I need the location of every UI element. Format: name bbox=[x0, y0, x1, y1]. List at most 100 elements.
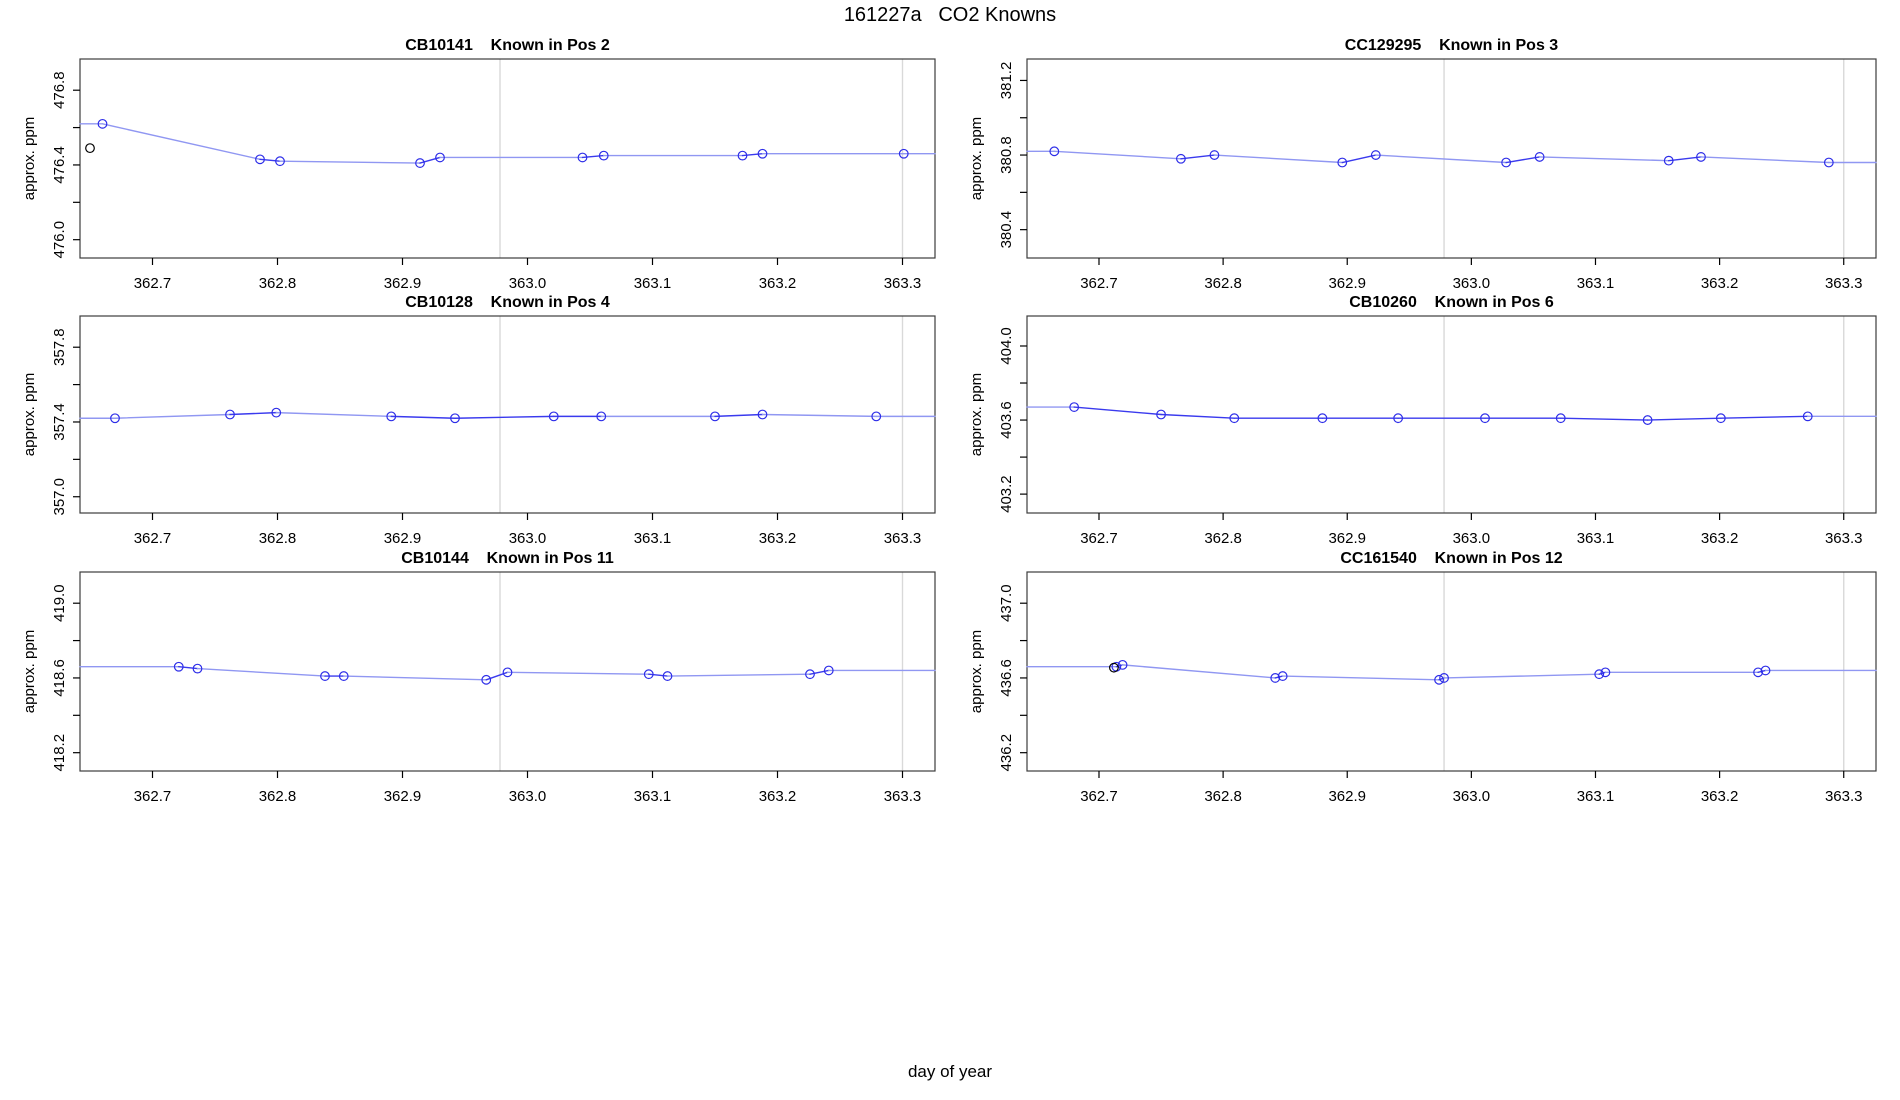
x-tick-label: 362.9 bbox=[1328, 275, 1366, 292]
plot-box bbox=[79, 571, 936, 772]
y-axis-label: approx. ppm bbox=[968, 630, 985, 713]
y-axis-label: approx. ppm bbox=[21, 373, 38, 456]
series-line-segment bbox=[196, 667, 326, 677]
series-line-segment bbox=[1538, 156, 1670, 162]
data-point bbox=[643, 669, 654, 680]
x-tick-label: 363.1 bbox=[1577, 275, 1615, 292]
data-point bbox=[502, 667, 513, 678]
x-tick-label: 362.7 bbox=[134, 530, 172, 547]
y-tick-label: 418.6 bbox=[51, 659, 68, 697]
data-point bbox=[110, 413, 120, 424]
series-line-segment bbox=[114, 413, 231, 419]
data-point bbox=[173, 661, 184, 672]
x-tick-label: 363.3 bbox=[884, 275, 922, 292]
x-tick-label: 363.2 bbox=[759, 275, 797, 292]
subplot-cb10141: 362.7 362.8 362.9 363.0 363.1 363.2 363.3 476.0… bbox=[21, 37, 936, 292]
data-point bbox=[871, 411, 882, 422]
x-tick-label: 362.9 bbox=[1328, 530, 1366, 547]
plot-box bbox=[1026, 58, 1877, 259]
series-line-segment bbox=[1213, 154, 1343, 164]
subplot-title: CB10141 Known in Pos 2 bbox=[405, 37, 610, 54]
series-line-segment bbox=[279, 160, 421, 164]
x-tick-label: 363.2 bbox=[759, 530, 797, 547]
y-tick-label: 380.4 bbox=[998, 211, 1015, 249]
series-line-segment bbox=[1646, 417, 1722, 421]
plot-box bbox=[79, 315, 936, 514]
data-point bbox=[450, 413, 460, 424]
data-point bbox=[1802, 411, 1813, 422]
data-point bbox=[737, 150, 748, 161]
y-tick-label: 403.2 bbox=[998, 475, 1015, 513]
x-tick-label: 363.2 bbox=[1701, 788, 1739, 805]
data-point bbox=[415, 158, 425, 168]
data-point bbox=[1393, 413, 1404, 424]
x-tick-label: 362.8 bbox=[1204, 530, 1242, 547]
data-point bbox=[192, 663, 203, 674]
data-point bbox=[1209, 150, 1220, 160]
x-tick-label: 362.7 bbox=[1080, 275, 1118, 292]
series-line-segment bbox=[1375, 154, 1507, 164]
x-tick-label: 362.9 bbox=[384, 275, 422, 292]
y-tick-label: 476.4 bbox=[51, 146, 68, 184]
data-point bbox=[97, 118, 108, 129]
y-tick-label: 403.6 bbox=[998, 401, 1015, 439]
data-point bbox=[1270, 673, 1281, 683]
data-point bbox=[1229, 413, 1240, 424]
data-point bbox=[386, 411, 397, 422]
x-tick-label: 362.8 bbox=[1204, 788, 1242, 805]
x-tick-label: 362.7 bbox=[1080, 788, 1118, 805]
series-line-segment bbox=[666, 673, 811, 677]
series-line-segment bbox=[1073, 406, 1162, 416]
data-point bbox=[757, 409, 768, 420]
plot-box bbox=[1026, 315, 1877, 514]
data-point bbox=[1117, 659, 1128, 670]
data-point bbox=[1642, 415, 1653, 425]
y-tick-label: 476.8 bbox=[51, 71, 68, 109]
subplot-cc161540: 362.7 362.8 362.9 363.0 363.1 363.2 363.3 436.2… bbox=[968, 550, 1877, 805]
x-tick-label: 363.0 bbox=[509, 275, 547, 292]
x-tick-label: 363.0 bbox=[1453, 530, 1491, 547]
series-line-segment bbox=[343, 675, 487, 681]
series-line-segment bbox=[648, 673, 669, 677]
series-line-segment bbox=[485, 671, 509, 681]
data-point bbox=[898, 148, 909, 159]
data-point bbox=[1696, 152, 1706, 162]
x-tick-label: 363.2 bbox=[1701, 530, 1739, 547]
data-point bbox=[275, 156, 285, 167]
subplot-title: CB10260 Known in Pos 6 bbox=[1349, 294, 1554, 311]
series-line-segment bbox=[1598, 671, 1607, 675]
series-line-segment bbox=[1281, 675, 1440, 681]
data-point bbox=[662, 671, 673, 681]
subplot-title: CC129295 Known in Pos 3 bbox=[1345, 37, 1559, 54]
data-point bbox=[548, 411, 559, 422]
flagged-data-point bbox=[1108, 662, 1119, 673]
y-tick-label: 357.8 bbox=[51, 328, 68, 366]
data-point bbox=[1337, 157, 1348, 168]
series-line-segment bbox=[581, 154, 605, 159]
data-point bbox=[1434, 674, 1444, 685]
x-tick-label: 362.8 bbox=[259, 788, 297, 805]
series-line-segment bbox=[506, 671, 650, 675]
series-line-segment bbox=[1180, 154, 1216, 160]
y-tick-label: 381.2 bbox=[998, 62, 1015, 100]
data-point bbox=[255, 154, 265, 165]
data-point bbox=[1555, 413, 1566, 424]
subplot-cb10128: 362.7 362.8 362.9 363.0 363.1 363.2 363.3 357.0… bbox=[21, 294, 936, 547]
y-axis-label: approx. ppm bbox=[21, 117, 38, 200]
subplot-title: CC161540 Known in Pos 12 bbox=[1340, 550, 1562, 567]
series-line-segment bbox=[761, 413, 877, 418]
x-tick-label: 363.1 bbox=[1577, 788, 1615, 805]
data-point bbox=[1370, 150, 1381, 160]
data-point bbox=[1439, 673, 1449, 683]
y-tick-label: 436.6 bbox=[998, 659, 1015, 697]
data-point bbox=[598, 150, 609, 161]
plot-box bbox=[1026, 571, 1877, 772]
series-line-segment bbox=[275, 411, 392, 418]
series-line-segment bbox=[419, 156, 441, 164]
x-tick-label: 362.9 bbox=[1328, 788, 1366, 805]
data-point bbox=[1317, 413, 1328, 424]
x-axis-label: day of year bbox=[907, 1062, 993, 1081]
y-tick-label: 436.2 bbox=[998, 734, 1015, 772]
data-point bbox=[1534, 152, 1545, 162]
